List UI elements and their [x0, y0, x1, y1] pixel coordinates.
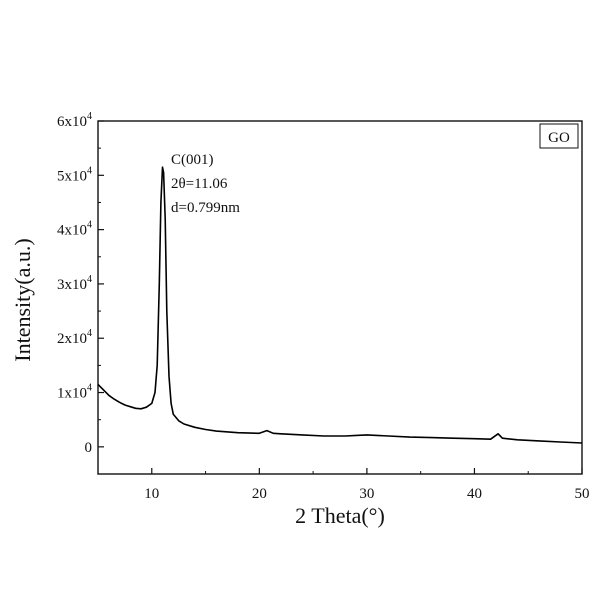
x-tick-label: 20 — [252, 486, 267, 502]
annotation-line-1: C(001) — [171, 152, 214, 168]
y-tick-label: 5x104 — [57, 165, 92, 184]
series-line-go — [97, 166, 583, 444]
x-tick-label: 50 — [575, 486, 590, 502]
y-tick-label: 0 — [85, 440, 93, 456]
legend-box — [539, 123, 579, 149]
x-axis-label: 2 Theta(°) — [295, 503, 385, 528]
peak-annotation: C(001) 2θ=11.06 d=0.799nm — [171, 152, 240, 216]
x-tick-label: 30 — [359, 486, 374, 502]
y-axis-ticks: 0 1x104 2x104 3x104 4x104 5x104 6x104 — [57, 111, 104, 456]
x-axis-ticks: 10 20 30 40 50 — [97, 468, 590, 502]
y-tick-label: 1x104 — [57, 383, 92, 402]
y-tick-label: 2x104 — [57, 328, 92, 347]
y-tick-label: 6x104 — [57, 111, 92, 130]
legend-label: GO — [548, 130, 570, 146]
y-tick-label: 4x104 — [57, 220, 92, 239]
x-tick-label: 40 — [467, 486, 482, 502]
plot-frame — [97, 120, 583, 475]
y-axis-label: Intensity(a.u.) — [10, 238, 35, 361]
y-tick-label: 3x104 — [57, 274, 92, 293]
annotation-line-2: 2θ=11.06 — [171, 176, 228, 192]
x-tick-label: 10 — [144, 486, 159, 502]
legend: GO — [539, 123, 579, 149]
annotation-line-3: d=0.799nm — [171, 200, 240, 216]
